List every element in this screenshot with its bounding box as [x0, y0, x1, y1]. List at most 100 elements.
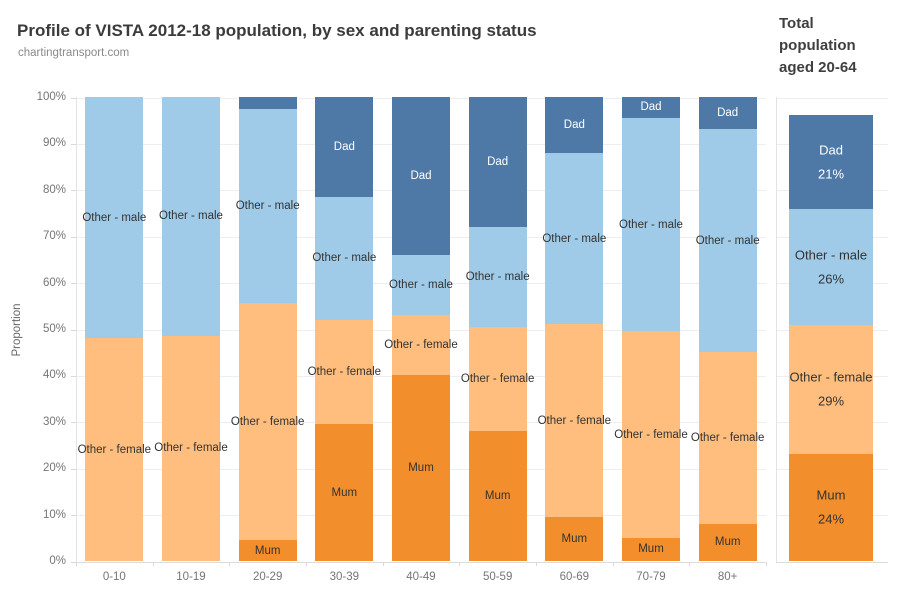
chart-title: Profile of VISTA 2012-18 population, by … [17, 21, 537, 40]
total-segment-label: Other - male [794, 247, 868, 263]
total-segment-label: Mum [816, 487, 846, 503]
x-tick-mark [76, 562, 77, 566]
y-tick-label: 70% [42, 230, 66, 243]
y-tick-mark [71, 422, 76, 424]
x-axis-label: 40-49 [406, 571, 436, 583]
bar-segment-other-male [622, 117, 680, 332]
x-axis-label: 20-29 [252, 571, 283, 583]
total-segment-pct-label: 26% [817, 271, 845, 287]
bar-segment-other-male [238, 108, 297, 304]
segment-label: Other - female [384, 339, 458, 352]
segment-label: Other - female [154, 442, 228, 455]
x-axis-label: 60-69 [559, 571, 590, 583]
total-segment-pct-label: 29% [817, 393, 845, 409]
bar-segment-dad [315, 97, 374, 197]
y-tick-label: 20% [42, 462, 66, 475]
bar-segment-dad [698, 97, 757, 130]
y-tick-label: 0% [49, 555, 66, 567]
bar-segment-other-male [315, 196, 374, 320]
y-tick-label: 10% [42, 508, 66, 521]
segment-label: Other - female [307, 365, 382, 378]
segment-label: Dad [717, 107, 739, 120]
bar-segment-other-female [315, 319, 374, 425]
segment-label: Dad [410, 169, 432, 182]
segment-label: Mum [561, 532, 588, 545]
x-axis-label: 50-59 [482, 571, 513, 583]
x-axis-label: 80+ [717, 571, 738, 583]
y-tick-label: 90% [42, 137, 66, 150]
total-bar-segment-dad [789, 115, 873, 209]
bar-segment-other-female [238, 303, 297, 541]
x-tick-mark [612, 562, 614, 566]
y-tick-label: 30% [42, 415, 66, 428]
bar-segment-other-female [468, 326, 527, 432]
segment-label: Other - female [690, 432, 765, 445]
x-tick-mark [689, 562, 691, 566]
bar-segment-other-male [545, 152, 604, 325]
y-tick-mark [71, 561, 76, 563]
y-tick-mark [71, 329, 76, 331]
chart-subtitle: chartingtransport.com [18, 47, 130, 59]
segment-label: Other - male [82, 211, 147, 224]
bar-segment-dad [545, 97, 604, 153]
y-tick-mark [71, 468, 76, 470]
bar-segment-mum [622, 537, 680, 561]
bar-segment-other-female [162, 335, 220, 561]
bar-segment-dad [392, 97, 450, 255]
x-axis-label: 0-10 [102, 571, 126, 583]
bar-segment-other-male [392, 254, 450, 316]
y-tick-mark [71, 143, 76, 145]
bar-segment-other-male [85, 97, 144, 339]
bar-segment-mum [392, 375, 450, 561]
x-axis-label: 10-19 [176, 571, 206, 583]
y-axis-line [76, 97, 77, 562]
total-chart-title: Total population aged 20-64 [779, 15, 857, 76]
total-segment-label: Other - female [789, 369, 873, 385]
x-tick-mark [766, 562, 767, 566]
bar-segment-dad [238, 97, 297, 109]
y-tick-label: 80% [42, 183, 66, 196]
bar-segment-other-male [468, 226, 527, 327]
y-tick-mark [71, 190, 76, 192]
segment-label: Other - female [614, 428, 688, 441]
x-axis-label: 30-39 [329, 571, 360, 583]
bar-segment-dad [622, 97, 680, 118]
segment-label: Other - male [159, 210, 223, 223]
segment-label: Dad [333, 140, 355, 153]
segment-label: Other - female [230, 415, 305, 428]
total-bar-segment-mum [789, 453, 873, 561]
segment-label: Dad [487, 155, 509, 168]
segment-label: Other - female [460, 372, 535, 385]
total-x-axis-line [776, 562, 888, 563]
total-bar-segment-other-female [789, 324, 873, 454]
segment-label: Other - female [77, 443, 152, 456]
segment-label: Other - male [695, 234, 760, 247]
segment-label: Mum [408, 462, 434, 475]
bar-segment-other-male [162, 97, 220, 336]
y-tick-label: 40% [42, 369, 66, 382]
total-segment-pct-label: 21% [817, 166, 845, 182]
segment-label: Mum [484, 490, 511, 503]
bar-segment-dad [468, 97, 527, 227]
x-axis-line [76, 562, 766, 563]
y-tick-mark [71, 283, 76, 285]
y-tick-mark [71, 97, 76, 99]
segment-label: Other - male [312, 252, 377, 265]
segment-label: Mum [254, 544, 281, 557]
total-segment-pct-label: 24% [817, 511, 845, 527]
x-axis-label: 70-79 [636, 571, 666, 583]
y-tick-label: 50% [42, 323, 66, 335]
gridline [776, 97, 888, 99]
x-tick-mark [229, 562, 231, 566]
segment-label: Dad [640, 101, 662, 114]
segment-label: Other - male [465, 270, 530, 283]
total-bar-segment-other-male [789, 208, 873, 325]
x-tick-mark [306, 562, 307, 566]
segment-label: Other - male [619, 218, 683, 231]
bar-segment-other-female [85, 338, 144, 561]
bar-segment-other-male [698, 129, 757, 353]
y-tick-mark [71, 515, 76, 517]
